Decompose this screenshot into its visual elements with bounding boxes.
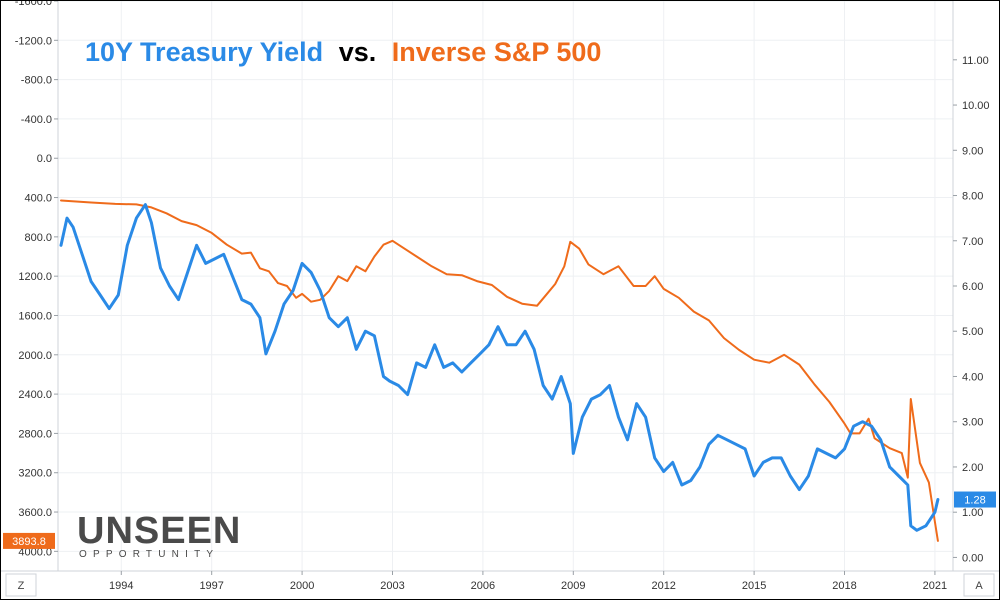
- scale-toggle-right-label[interactable]: A: [975, 580, 983, 592]
- series-line-10y-treasury-yield: [59, 203, 940, 532]
- x-tick-label: 2000: [290, 580, 314, 592]
- right-tick-label: 2.00: [962, 462, 983, 474]
- right-tick-label: 6.00: [962, 281, 983, 293]
- left-tick-label: 2000.0: [18, 350, 52, 362]
- x-tick-label: 1994: [109, 580, 133, 592]
- left-tick-label: 1200.0: [18, 271, 52, 283]
- logo-main: UNSEEN: [77, 510, 241, 552]
- right-tick-label: 7.00: [962, 236, 983, 248]
- left-tick-label: -1600.0: [15, 1, 52, 8]
- last-value-badge-inverse-s-p-500: [3, 532, 55, 549]
- x-axis: 1994 1997 2000 2003 2006 2009 2012 2015 2018 2021: [109, 571, 947, 592]
- right-tick-label: 10.00: [962, 100, 990, 112]
- left-tick-label: 0.0: [37, 153, 52, 165]
- x-tick-label: 2009: [561, 580, 585, 592]
- x-tick-label: 2003: [380, 580, 404, 592]
- title-inverse-sp500: Inverse S&P 500: [392, 37, 602, 67]
- x-tick-label: 2015: [742, 580, 766, 592]
- left-tick-label: 3200.0: [18, 468, 52, 480]
- left-tick-label: -1200.0: [15, 35, 52, 47]
- right-tick-label: 4.00: [962, 371, 983, 383]
- right-axis: 0.00 1.00 2.00 3.00 4.00 5.00 6.00 7.00 8.00 9.00…: [953, 55, 990, 564]
- last-value-label-10y-treasury-yield: 1.28: [964, 495, 985, 507]
- series-layer: [59, 199, 940, 542]
- right-tick-label: 5.00: [962, 326, 983, 338]
- left-tick-label: 2400.0: [18, 389, 52, 401]
- logo-sub: OPPORTUNITY: [79, 549, 219, 560]
- grid: [58, 0, 953, 571]
- right-tick-label: 0.00: [962, 552, 983, 564]
- right-tick-label: 3.00: [962, 417, 983, 429]
- right-tick-label: 8.00: [962, 191, 983, 203]
- x-tick-label: 2012: [651, 580, 675, 592]
- scale-toggle-left[interactable]: Z: [5, 573, 37, 597]
- right-tick-label: 1.00: [962, 507, 983, 519]
- x-tick-label: 2006: [471, 580, 495, 592]
- scale-toggle-right-box[interactable]: [963, 573, 995, 597]
- right-tick-label: 11.00: [962, 55, 989, 67]
- logo: UNSEEN OPPORTUNITY: [77, 510, 241, 560]
- chart-title: 10Y Treasury Yield vs. Inverse S&P 500: [85, 37, 601, 67]
- left-tick-label: -400.0: [21, 114, 52, 126]
- last-value-badges: 3893.8 1.28: [3, 491, 996, 549]
- title-vs: vs.: [339, 37, 377, 67]
- left-tick-label: 1600.0: [18, 310, 52, 322]
- scale-toggle-right[interactable]: A: [963, 573, 995, 597]
- left-tick-label: 4000.0: [18, 546, 52, 558]
- x-tick-label: 2021: [923, 580, 947, 592]
- last-value-badge-10y-treasury-yield: [954, 491, 996, 508]
- title-treasury: 10Y Treasury Yield: [85, 37, 323, 67]
- left-tick-label: 800.0: [24, 232, 52, 244]
- left-axis: -1600.0 -1200.0 -800.0 -400.0 0.0 400.0 800.0 1…: [15, 0, 58, 558]
- left-tick-label: -800.0: [21, 75, 52, 87]
- x-tick-label: 1997: [199, 580, 223, 592]
- series-line-inverse-s-p-500: [60, 199, 939, 542]
- scale-toggle-left-label[interactable]: Z: [18, 580, 25, 592]
- scale-toggle-left-box[interactable]: [5, 573, 37, 597]
- last-value-label-inverse-s-p-500: 3893.8: [12, 536, 46, 548]
- left-tick-label: 400.0: [24, 193, 52, 205]
- left-tick-label: 2800.0: [18, 428, 52, 440]
- right-tick-label: 9.00: [962, 145, 983, 157]
- x-tick-label: 2018: [832, 580, 856, 592]
- left-tick-label: 3600.0: [18, 507, 52, 519]
